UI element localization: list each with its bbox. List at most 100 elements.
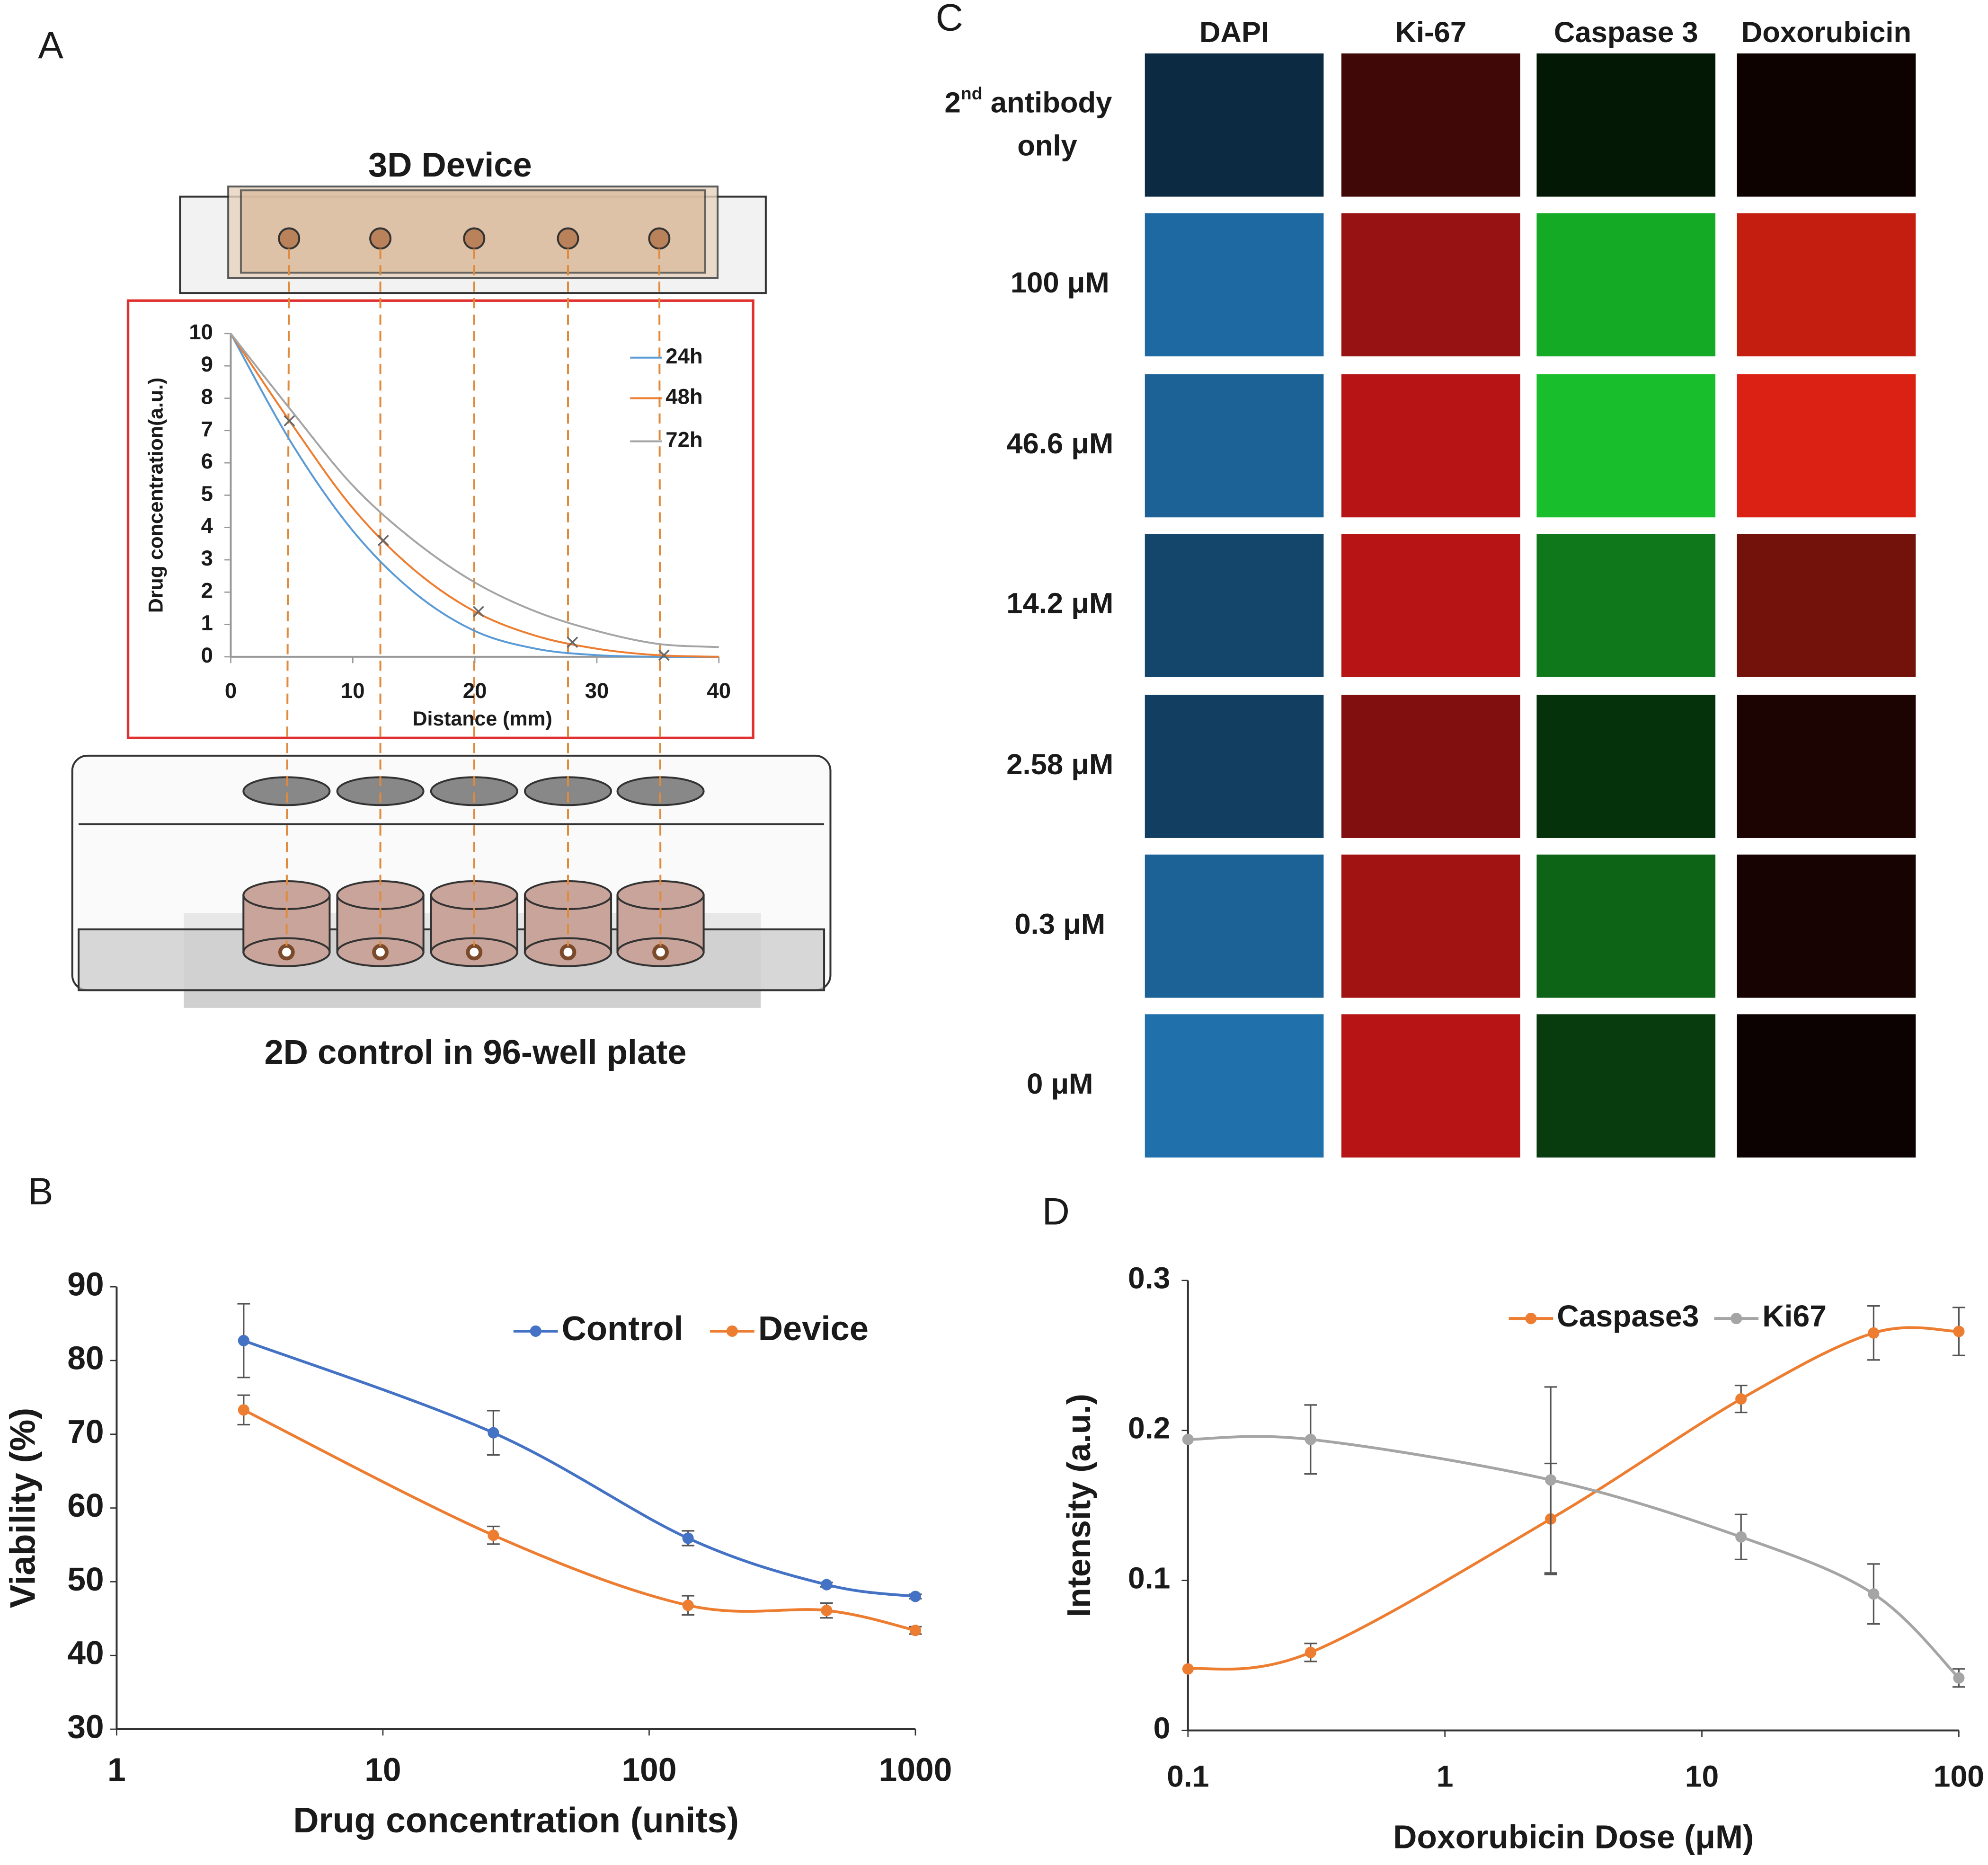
legend-marker	[530, 1325, 541, 1337]
micrograph	[1536, 695, 1716, 838]
micrograph	[1341, 534, 1520, 677]
row-label: 0.3 μM	[1014, 908, 1105, 940]
micrograph	[1341, 374, 1520, 518]
x-tick-label: 1000	[879, 1751, 952, 1788]
y-tick-label: 0	[1154, 1711, 1171, 1745]
data-point	[682, 1600, 694, 1611]
y-tick-label: 2	[201, 578, 213, 602]
guide-lines	[285, 248, 662, 946]
row-label-sup: nd	[961, 83, 983, 103]
row-label: 46.6 μM	[1006, 427, 1113, 460]
y-tick-label: 90	[67, 1266, 104, 1303]
micrograph	[1536, 854, 1716, 998]
y-tick-label: 0.2	[1128, 1411, 1170, 1445]
data-point	[909, 1625, 921, 1636]
micrograph	[1145, 854, 1324, 998]
inset-frame	[126, 299, 754, 740]
row-label: 2.58 μM	[1006, 748, 1113, 781]
micrograph	[1341, 854, 1520, 998]
y-tick-label: 1	[201, 611, 213, 635]
y-axis-title: Drug concentration(a.u.)	[144, 378, 167, 613]
y-tick-label: 40	[67, 1635, 104, 1671]
y-tick-label: 70	[67, 1413, 104, 1450]
micrograph	[1145, 695, 1324, 838]
device-label: 3D Device	[368, 146, 532, 184]
data-point	[1182, 1663, 1194, 1675]
cross-marker	[284, 415, 295, 427]
legend-label: Control	[562, 1310, 683, 1348]
y-axis-title: Viability (%)	[2, 1408, 42, 1609]
micrograph	[1737, 1014, 1916, 1158]
micrograph	[1341, 695, 1520, 838]
legend-label: Caspase3	[1557, 1299, 1699, 1333]
x-tick-label: 100	[1934, 1759, 1984, 1793]
cross-marker	[658, 649, 670, 661]
y-tick-label: 10	[189, 320, 213, 344]
y-tick-label: 0.1	[1128, 1561, 1170, 1595]
data-point	[1182, 1433, 1194, 1445]
panel-label: A	[38, 24, 63, 67]
column-header: Caspase 3	[1554, 16, 1698, 49]
micrograph	[1341, 213, 1520, 357]
data-point	[821, 1579, 833, 1591]
plate-sketch	[71, 754, 832, 1008]
micrograph	[1145, 213, 1324, 357]
x-tick-label: 1	[107, 1751, 126, 1788]
micrograph	[1737, 213, 1916, 357]
plate-label: 2D control in 96-well plate	[264, 1034, 686, 1071]
series-line	[243, 1339, 916, 1598]
cross-marker	[377, 535, 389, 546]
y-tick-label: 0	[201, 643, 213, 667]
micrograph	[1536, 53, 1716, 197]
panel-label: D	[1042, 1191, 1070, 1233]
x-tick-label: 0.1	[1167, 1759, 1209, 1793]
microscopy-grid: DAPI Ki-67 Caspase 3 Doxorubicin 2nd antibod…	[945, 16, 1916, 1158]
y-tick-label: 30	[67, 1708, 104, 1745]
data-point	[1305, 1646, 1316, 1658]
micrograph	[1145, 374, 1324, 518]
x-tick-label: 40	[707, 679, 731, 703]
y-axis-title: Intensity (a.u.)	[1060, 1394, 1097, 1617]
column-header: Doxorubicin	[1741, 16, 1911, 49]
series-line	[243, 1408, 916, 1632]
data-point	[238, 1335, 249, 1346]
series-line	[1188, 1435, 1960, 1679]
legend-marker	[726, 1325, 738, 1337]
y-tick-label: 80	[67, 1339, 104, 1376]
data-point	[682, 1532, 694, 1544]
data-point	[909, 1591, 921, 1602]
micrograph	[1536, 374, 1716, 518]
panel-label: B	[28, 1170, 53, 1213]
row-label: 0 μM	[1027, 1068, 1093, 1100]
legend-label: Ki67	[1762, 1299, 1827, 1333]
micrograph	[1341, 53, 1520, 197]
x-tick-label: 10	[341, 679, 365, 703]
micrograph	[1737, 374, 1916, 518]
data-point	[1868, 1327, 1880, 1339]
y-tick-label: 4	[201, 514, 213, 538]
data-point	[1305, 1433, 1316, 1445]
x-tick-label: 0	[225, 679, 237, 703]
legend-marker	[1731, 1313, 1742, 1325]
y-tick-label: 6	[201, 449, 213, 473]
micrograph	[1341, 1014, 1520, 1158]
micrograph	[1536, 213, 1716, 357]
legend-label: 24h	[666, 344, 702, 368]
column-header: Ki-67	[1395, 16, 1466, 49]
series-line	[230, 333, 719, 648]
legend-label: 72h	[666, 428, 702, 452]
y-tick-label: 3	[201, 546, 213, 570]
row-label-part: 2	[945, 87, 961, 119]
x-tick-label: 10	[1685, 1759, 1719, 1793]
legend-marker	[1525, 1313, 1537, 1325]
row-label: 2nd antibody	[945, 83, 1112, 119]
series-line	[230, 333, 719, 658]
x-axis-title: Distance (mm)	[413, 707, 552, 730]
row-label-part: antibody	[983, 87, 1112, 119]
micrograph	[1737, 695, 1916, 838]
y-tick-label: 7	[201, 417, 213, 441]
y-tick-label: 60	[67, 1487, 104, 1524]
row-label: 100 μM	[1011, 266, 1109, 299]
column-header: DAPI	[1199, 16, 1269, 49]
